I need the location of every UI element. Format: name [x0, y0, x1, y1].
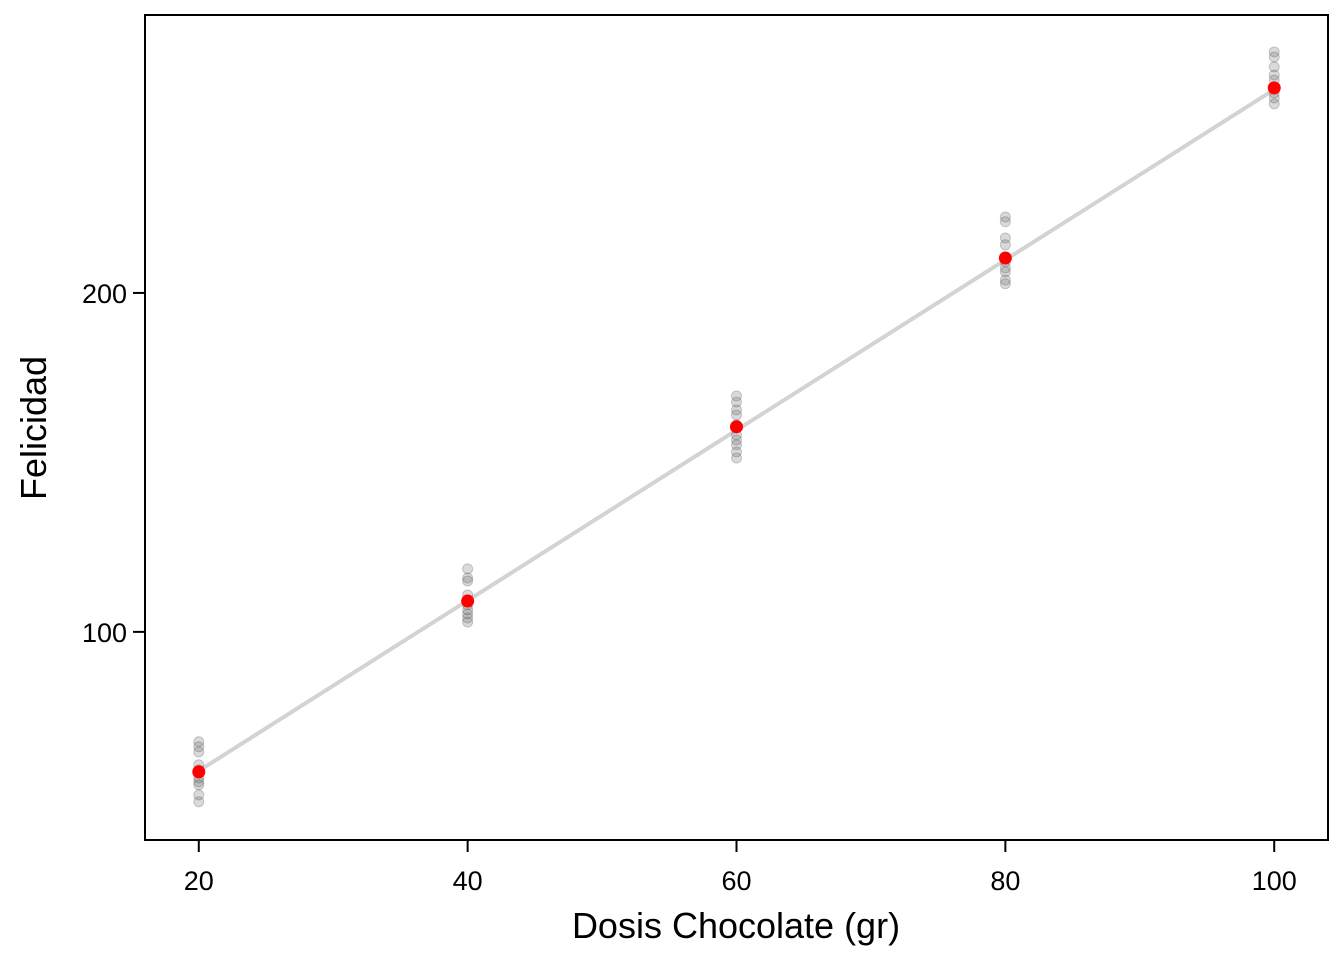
data-point — [462, 563, 474, 575]
data-point — [1268, 69, 1280, 81]
data-point — [731, 390, 742, 402]
x-tick-label: 80 — [990, 866, 1020, 896]
data-point — [462, 612, 474, 624]
data-point — [999, 274, 1011, 286]
data-point — [731, 452, 742, 464]
data-point — [999, 211, 1011, 223]
data-point — [1268, 61, 1280, 73]
x-tick-label: 20 — [184, 866, 214, 896]
data-point — [999, 278, 1011, 290]
data-point — [1268, 98, 1280, 110]
data-point — [462, 572, 474, 584]
data-point — [1268, 51, 1280, 63]
data-point — [193, 741, 205, 753]
data-point — [193, 789, 205, 801]
mean-point — [1267, 81, 1281, 95]
x-tick-label: 40 — [453, 866, 483, 896]
data-point — [731, 396, 742, 408]
x-tick-label: 60 — [721, 866, 751, 896]
data-point — [193, 746, 205, 758]
data-point — [193, 779, 205, 791]
data-point — [999, 216, 1011, 228]
mean-point — [461, 594, 475, 608]
mean-point — [730, 420, 743, 434]
mean-point — [192, 765, 206, 779]
data-point — [462, 575, 474, 587]
data-point — [731, 446, 742, 458]
y-tick-label: 100 — [82, 618, 127, 648]
data-point — [462, 608, 474, 620]
data-point — [193, 736, 205, 748]
y-axis-title: Felicidad — [13, 356, 54, 500]
data-point — [731, 434, 742, 446]
data-point — [731, 439, 742, 451]
mean-point — [998, 251, 1012, 265]
data-point — [1268, 46, 1280, 58]
data-point — [462, 616, 474, 628]
data-point — [193, 796, 205, 808]
data-point — [999, 239, 1011, 251]
data-point — [731, 409, 742, 421]
data-point — [999, 232, 1011, 244]
data-point — [999, 266, 1011, 278]
x-axis-title: Dosis Chocolate (gr) — [572, 905, 900, 946]
y-tick-label: 200 — [82, 279, 127, 309]
x-tick-label: 100 — [1252, 866, 1297, 896]
data-point — [731, 404, 742, 416]
